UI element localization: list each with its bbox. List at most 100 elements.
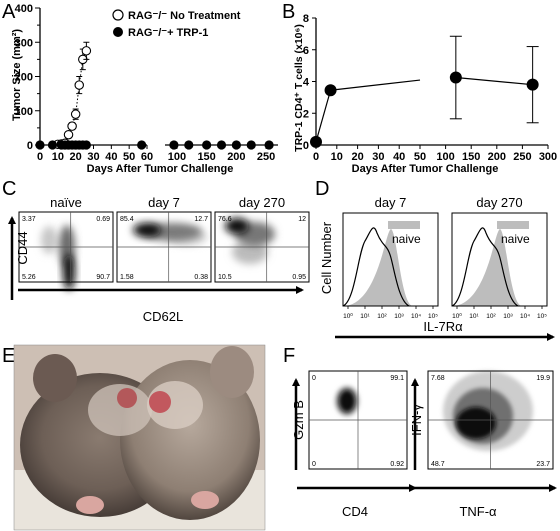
legend-open-circle-marker <box>112 9 124 21</box>
quadrant-value-ll: 1.58 <box>120 274 134 281</box>
panel-f-flow-cytometry: 0 99.1 0 0.92 7.68 19.9 48.7 23.7 Gzm B CD4 IFN… <box>291 370 557 519</box>
panel-b-xtick-label: 250 <box>513 151 531 163</box>
flow-plot-1: day 7 85.4 12.7 1.58 0.38 <box>116 195 212 283</box>
density-cloud <box>339 390 355 412</box>
panel-letter-f: F <box>283 345 295 367</box>
panel-a-trp1-point <box>35 140 45 150</box>
quadrant-value-ll: 0 <box>312 461 316 468</box>
legend-naive-swatch <box>388 221 420 229</box>
panel-a-xtick-label: 100 <box>168 151 186 163</box>
legend-naive-swatch <box>497 221 529 229</box>
histogram-xtick-label: 10⁵ <box>537 313 547 320</box>
mouse-left-paw <box>76 496 104 514</box>
panel-b-xtick-label: 100 <box>436 151 454 163</box>
photo-frame <box>13 344 266 531</box>
panel-b-point <box>324 84 337 97</box>
panel-a-xtick-label: 200 <box>227 151 245 163</box>
mouse-right-eye-lesion <box>149 391 171 413</box>
panel-a-ylabel: Tumor Size (mm²) <box>11 29 23 121</box>
panel-f-left-ylabel: Gzm B <box>291 400 306 440</box>
histogram-frame <box>342 212 439 307</box>
panel-a-xtick-label: 0 <box>37 151 43 163</box>
panel-a-ytick-label: 200 <box>15 72 33 84</box>
panel-a-trp1-point <box>246 140 256 150</box>
histogram-xtick-label: 10² <box>486 313 496 320</box>
quadrant-value-lr: 0.38 <box>194 274 208 281</box>
legend-naive-label: naive <box>501 232 530 246</box>
panel-a-trp1-point <box>216 140 227 150</box>
panel-b-ytick-label: 8 <box>303 13 309 25</box>
mouse-left-eye-lesion <box>117 388 137 408</box>
mouse-right-ear <box>210 346 254 398</box>
quadrant-value-ul: 76.6 <box>218 216 232 223</box>
panel-a-trp1-point <box>137 140 147 150</box>
flow-plot-title: day 270 <box>239 195 285 210</box>
panel-a-trp1-point <box>169 140 179 150</box>
panel-b-xtick-label: 300 <box>539 151 557 163</box>
histogram-plot-0: day 7 naive 10⁰ 10¹ 10² 10³ 10⁴ 10⁵ <box>342 195 439 320</box>
panel-a-xtick-label: 20 <box>70 151 82 163</box>
panel-f-right-ylabel: IFN-γ <box>409 404 424 436</box>
density-cloud <box>41 226 57 254</box>
histogram-xtick-label: 10⁵ <box>428 313 438 320</box>
panel-a-no-treatment-point <box>67 121 77 131</box>
histogram-xtick-label: 10¹ <box>360 313 370 320</box>
panel-b-xtick-label: 40 <box>393 151 405 163</box>
histogram-xtick-label: 10⁰ <box>452 312 462 320</box>
panel-c-xlabel: CD62L <box>143 309 183 324</box>
histogram-xtick-label: 10⁴ <box>411 313 421 320</box>
naive-histogram-fill <box>343 229 413 306</box>
panel-c-ylabel: CD44 <box>15 231 30 264</box>
panel-b-ytick-label: 0 <box>303 140 309 152</box>
quadrant-value-ll: 10.5 <box>218 274 232 281</box>
legend-filled-circle-marker <box>113 27 123 37</box>
density-cloud <box>63 254 75 290</box>
flow-plot-title: naïve <box>50 195 82 210</box>
panel-f-right-xlabel: TNF-α <box>459 504 497 519</box>
panel-b-xtick-label: 50 <box>414 151 426 163</box>
panel-a-ytick-label: 400 <box>15 3 33 15</box>
histogram-xtick-label: 10¹ <box>469 313 479 320</box>
panel-b-series-line <box>455 76 533 86</box>
panel-letter-a: A <box>2 1 16 23</box>
quadrant-value-lr: 0.92 <box>390 461 404 468</box>
histogram-plot-1: day 270 naive 10⁰ 10¹ 10² 10³ 10⁴ 10⁵ <box>451 195 548 320</box>
panel-a-no-treatment-point <box>74 80 84 90</box>
sample-histogram-line <box>342 227 410 307</box>
panel-a-xtick-label: 10 <box>52 151 64 163</box>
quadrant-value-ur: 12.7 <box>194 216 208 223</box>
sample-histogram-line <box>451 227 519 307</box>
quadrant-value-ur: 0.69 <box>96 216 110 223</box>
histogram-xtick-label: 10⁴ <box>520 313 530 320</box>
histogram-frame <box>451 212 548 307</box>
mouse-right-paw <box>191 491 219 509</box>
panel-b-xtick-label: 30 <box>372 151 384 163</box>
panel-a-legend: RAG⁻/⁻ No Treatment RAG⁻/⁻+ TRP-1 <box>112 9 241 39</box>
panel-a-xlabel: Days After Tumor Challenge <box>87 163 234 175</box>
quadrant-value-lr: 0.95 <box>292 274 306 281</box>
panel-b-xtick-label: 200 <box>488 151 506 163</box>
panel-b-ytick-label: 2 <box>303 108 309 120</box>
panel-b-series-line <box>315 90 332 142</box>
quadrant-value-ur: 19.9 <box>536 375 550 382</box>
panel-b-xtick-label: 20 <box>351 151 363 163</box>
panel-a-no-treatment-point <box>81 46 92 56</box>
panel-b-ylabel: TRP-1 CD4⁺ T cells (x10⁶) <box>293 24 305 152</box>
histogram-title: day 7 <box>375 195 407 210</box>
density-cloud <box>232 240 268 264</box>
panel-b-xtick-label: 150 <box>462 151 480 163</box>
panel-a-trp1-point <box>184 140 194 150</box>
mouse-left-ear <box>33 354 77 402</box>
panel-letter-b: B <box>282 1 295 23</box>
quadrant-value-ll: 5.26 <box>22 274 36 281</box>
quadrant-value-ll: 48.7 <box>431 461 445 468</box>
quadrant-value-ur: 12 <box>298 216 306 223</box>
panel-b-series-line <box>330 79 421 91</box>
panel-b-point <box>310 135 322 148</box>
panel-a-ytick-label: 300 <box>15 37 33 49</box>
panel-b-ytick-label: 6 <box>303 45 309 57</box>
quadrant-value-lr: 90.7 <box>96 274 110 281</box>
quadrant-value-ur: 99.1 <box>390 375 404 382</box>
panel-a-xtick-label: 250 <box>257 151 275 163</box>
panel-a-xtick-label: 50 <box>123 151 135 163</box>
